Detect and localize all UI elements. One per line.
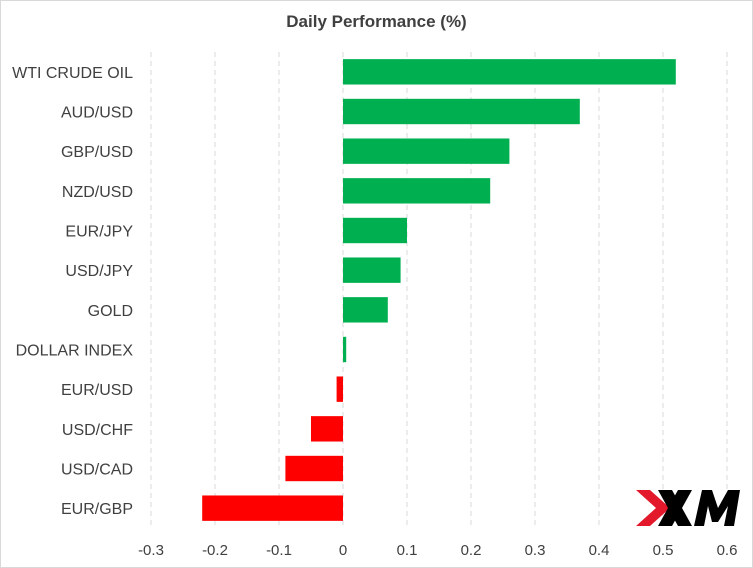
x-tick-label: 0.3 (525, 542, 546, 559)
x-tick-label: 0.5 (653, 542, 674, 559)
category-label: DOLLAR INDEX (16, 343, 134, 360)
category-label: EUR/USD (61, 382, 133, 399)
category-label: GOLD (88, 303, 133, 320)
bar (343, 217, 407, 244)
x-tick-label: -0.1 (266, 542, 292, 559)
category-label: WTI CRUDE OIL (12, 65, 133, 82)
bar (285, 455, 343, 482)
xm-logo-icon (636, 490, 740, 526)
category-label: NZD/USD (62, 184, 133, 201)
x-tick-label: 0.1 (397, 542, 418, 559)
bar (343, 178, 491, 204)
category-label: USD/CAD (61, 462, 133, 479)
bar (343, 257, 401, 283)
x-tick-label: 0.4 (589, 542, 610, 559)
x-axis-ticks: -0.3 -0.2 -0.1 0 0.1 0.2 0.3 0.4 0.5 0.6 (138, 542, 737, 559)
x-tick-label: 0 (339, 542, 347, 559)
category-labels: WTI CRUDE OIL AUD/USD GBP/USD NZD/USD EUR/JP… (12, 65, 133, 518)
bar (343, 336, 347, 363)
x-tick-label: 0.6 (717, 542, 738, 559)
bar (202, 495, 343, 521)
x-tick-label: -0.2 (202, 542, 228, 559)
bar-layer (202, 59, 676, 521)
bar (311, 416, 343, 442)
bar (343, 98, 580, 125)
grid-layer (150, 52, 728, 528)
category-label: USD/CHF (62, 422, 133, 439)
bar (343, 59, 676, 85)
category-label: EUR/JPY (65, 224, 133, 241)
bar (343, 297, 388, 323)
category-label: GBP/USD (61, 144, 133, 161)
category-label: USD/JPY (65, 263, 133, 280)
category-label: AUD/USD (61, 105, 133, 122)
bar (343, 138, 510, 164)
x-tick-label: -0.3 (138, 542, 164, 559)
bar (336, 376, 343, 402)
chart-title: Daily Performance (%) (286, 12, 467, 31)
x-tick-label: 0.2 (461, 542, 482, 559)
category-label: EUR/GBP (61, 501, 133, 518)
